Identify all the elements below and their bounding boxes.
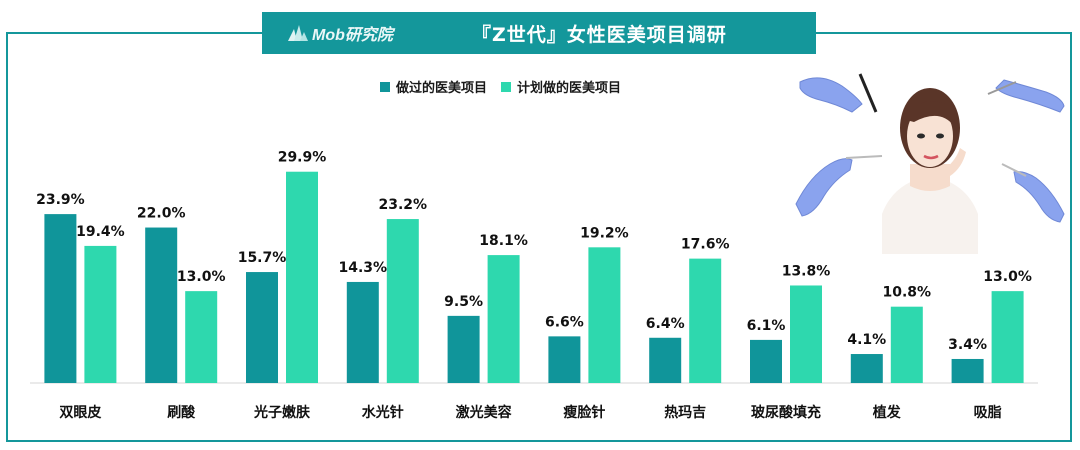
mob-logo-icon (288, 25, 308, 41)
data-label-planned-5: 19.2% (580, 225, 629, 241)
category-label-0: 双眼皮 (59, 404, 101, 421)
bar-planned-8 (890, 306, 923, 383)
legend-swatch-done (380, 81, 390, 92)
data-label-done-9: 3.4% (948, 337, 987, 353)
woman-figure (882, 88, 978, 254)
data-label-planned-2: 29.9% (278, 150, 327, 166)
bar-done-1 (145, 227, 178, 383)
glove-hand-top-right-icon (987, 79, 1065, 113)
bar-planned-0 (84, 245, 117, 383)
data-label-done-3: 14.3% (339, 260, 388, 276)
data-label-planned-1: 13.0% (177, 269, 226, 285)
data-label-done-8: 4.1% (847, 332, 886, 348)
title-bar: Mob研究院 『Z世代』女性医美项目调研 (262, 12, 816, 54)
data-label-planned-7: 13.8% (782, 263, 831, 279)
data-label-planned-4: 18.1% (479, 233, 528, 249)
bar-planned-1 (185, 291, 218, 383)
data-label-done-2: 15.7% (238, 250, 287, 266)
legend-item-planned: 计划做的医美项目 (501, 77, 621, 96)
bar-planned-7 (790, 285, 822, 383)
data-label-planned-0: 19.4% (76, 224, 125, 240)
bar-done-6 (649, 337, 682, 383)
bar-done-8 (850, 354, 883, 383)
data-label-done-6: 6.4% (646, 316, 685, 332)
data-label-done-7: 6.1% (747, 318, 786, 334)
data-label-planned-9: 13.0% (983, 269, 1032, 285)
category-label-1: 刷酸 (167, 404, 196, 421)
category-label-5: 瘦脸针 (563, 404, 605, 421)
page-title: 『Z世代』女性医美项目调研 (472, 24, 727, 46)
bar-done-4 (447, 315, 480, 383)
logo-text: Mob研究院 (312, 27, 393, 44)
data-label-done-4: 9.5% (444, 294, 483, 310)
aesthetic-illustration (795, 73, 1065, 254)
data-label-planned-8: 10.8% (883, 285, 932, 301)
bar-done-0 (44, 214, 77, 383)
category-label-3: 水光针 (362, 404, 404, 421)
category-label-6: 热玛吉 (664, 404, 706, 421)
legend-swatch-planned (501, 81, 512, 92)
glove-hand-bottom-left-icon (795, 155, 883, 217)
bar-planned-9 (991, 291, 1024, 383)
mob-logo: Mob研究院 (288, 21, 393, 45)
data-label-planned-6: 17.6% (681, 237, 730, 253)
category-label-8: 植发 (872, 404, 902, 421)
category-label-4: 激光美容 (456, 404, 512, 421)
bar-planned-4 (487, 255, 520, 383)
legend-item-done: 做过的医美项目 (380, 77, 487, 96)
data-label-done-0: 23.9% (36, 192, 85, 208)
glove-hand-bottom-right-icon (1001, 163, 1065, 223)
data-label-planned-3: 23.2% (379, 197, 428, 213)
bar-done-5 (548, 336, 581, 383)
bar-planned-6 (689, 258, 722, 383)
legend-label-done: 做过的医美项目 (396, 81, 488, 96)
bar-done-9 (951, 358, 984, 383)
chart-legend: 做过的医美项目 计划做的医美项目 (380, 77, 635, 96)
bar-planned-5 (588, 247, 621, 383)
data-label-done-1: 22.0% (137, 206, 186, 222)
glove-hand-top-left-icon (799, 73, 878, 113)
bar-done-2 (246, 272, 278, 383)
category-label-7: 玻尿酸填充 (751, 404, 821, 421)
category-label-9: 吸脂 (974, 404, 1002, 421)
data-label-done-5: 6.6% (545, 314, 584, 330)
bar-done-3 (346, 281, 379, 383)
bar-planned-3 (386, 219, 419, 383)
bar-planned-2 (286, 171, 318, 383)
bar-done-7 (750, 339, 782, 383)
legend-label-planned: 计划做的医美项目 (517, 81, 622, 96)
category-label-2: 光子嫩肤 (253, 404, 311, 421)
